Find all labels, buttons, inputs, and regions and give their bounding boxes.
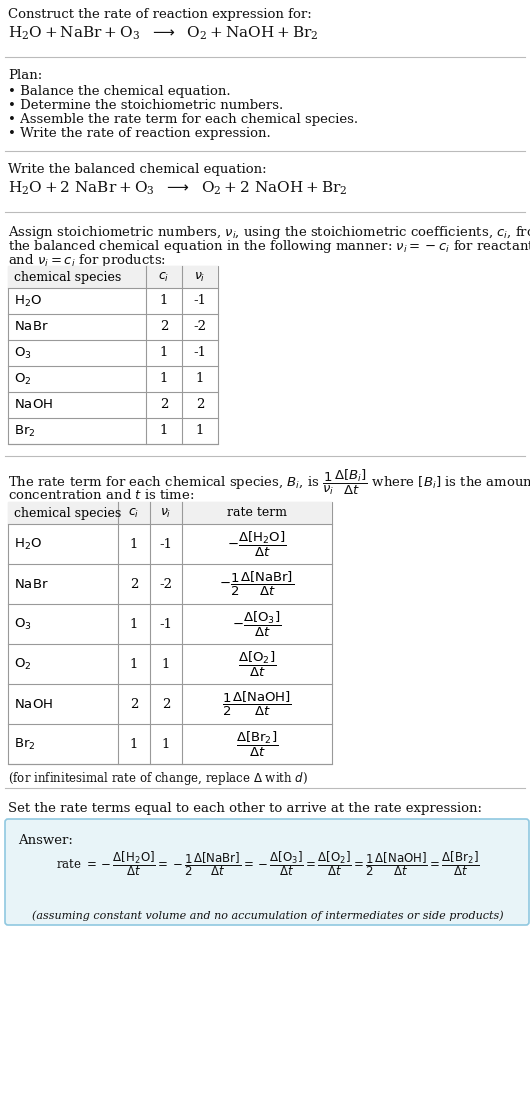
Text: $\mathrm{O_3}$: $\mathrm{O_3}$ xyxy=(14,616,32,632)
Text: 1: 1 xyxy=(162,737,170,751)
Text: (assuming constant volume and no accumulation of intermediates or side products): (assuming constant volume and no accumul… xyxy=(32,910,504,921)
Text: $\mathrm{Br_2}$: $\mathrm{Br_2}$ xyxy=(14,736,36,752)
Text: 1: 1 xyxy=(130,537,138,550)
Text: $\mathrm{NaBr}$: $\mathrm{NaBr}$ xyxy=(14,577,49,590)
Text: $\mathregular{H_2O + NaBr + O_3}$  $\longrightarrow$  $\mathregular{O_2 + NaOH +: $\mathregular{H_2O + NaBr + O_3}$ $\long… xyxy=(8,24,319,42)
Text: $\mathrm{NaOH}$: $\mathrm{NaOH}$ xyxy=(14,398,53,411)
Text: $c_i$: $c_i$ xyxy=(158,270,170,284)
Text: rate term: rate term xyxy=(227,506,287,519)
Text: Construct the rate of reaction expression for:: Construct the rate of reaction expressio… xyxy=(8,8,312,21)
Text: 2: 2 xyxy=(130,577,138,590)
Bar xyxy=(8,266,218,444)
Text: $\mathrm{O_2}$: $\mathrm{O_2}$ xyxy=(14,656,31,672)
Text: 2: 2 xyxy=(196,398,204,411)
Text: 1: 1 xyxy=(196,373,204,386)
Text: • Write the rate of reaction expression.: • Write the rate of reaction expression. xyxy=(8,127,271,140)
Text: Plan:: Plan: xyxy=(8,69,42,82)
Bar xyxy=(8,502,332,764)
Text: (for infinitesimal rate of change, replace $\Delta$ with $d$): (for infinitesimal rate of change, repla… xyxy=(8,770,308,787)
Text: 1: 1 xyxy=(160,295,168,308)
Text: $\dfrac{1}{2}\dfrac{\Delta[\mathrm{NaOH}]}{\Delta t}$: $\dfrac{1}{2}\dfrac{\Delta[\mathrm{NaOH}… xyxy=(222,689,292,718)
Text: • Balance the chemical equation.: • Balance the chemical equation. xyxy=(8,85,231,98)
Text: Set the rate terms equal to each other to arrive at the rate expression:: Set the rate terms equal to each other t… xyxy=(8,802,482,815)
Text: 1: 1 xyxy=(162,657,170,671)
Text: -2: -2 xyxy=(193,320,207,334)
Text: $\mathrm{NaBr}$: $\mathrm{NaBr}$ xyxy=(14,320,49,334)
Text: the balanced chemical equation in the following manner: $\nu_i = -c_i$ for react: the balanced chemical equation in the fo… xyxy=(8,238,530,255)
Text: $-\dfrac{\Delta[\mathrm{O_3}]}{\Delta t}$: $-\dfrac{\Delta[\mathrm{O_3}]}{\Delta t}… xyxy=(232,609,281,638)
Text: 1: 1 xyxy=(130,657,138,671)
Text: rate $= -\dfrac{\Delta[\mathrm{H_2O}]}{\Delta t}= -\dfrac{1}{2}\dfrac{\Delta[\ma: rate $= -\dfrac{\Delta[\mathrm{H_2O}]}{\… xyxy=(56,850,480,878)
Text: concentration and $t$ is time:: concentration and $t$ is time: xyxy=(8,488,195,502)
Text: $\mathrm{H_2O}$: $\mathrm{H_2O}$ xyxy=(14,536,42,552)
Text: Assign stoichiometric numbers, $\nu_i$, using the stoichiometric coefficients, $: Assign stoichiometric numbers, $\nu_i$, … xyxy=(8,224,530,241)
Text: $\dfrac{\Delta[\mathrm{O_2}]}{\Delta t}$: $\dfrac{\Delta[\mathrm{O_2}]}{\Delta t}$ xyxy=(238,649,276,678)
Text: • Determine the stoichiometric numbers.: • Determine the stoichiometric numbers. xyxy=(8,99,283,112)
Text: $\mathrm{NaOH}$: $\mathrm{NaOH}$ xyxy=(14,697,53,711)
Bar xyxy=(8,266,218,288)
Text: 1: 1 xyxy=(130,617,138,631)
Text: -1: -1 xyxy=(160,617,172,631)
Text: chemical species: chemical species xyxy=(14,506,121,519)
Text: $\nu_i$: $\nu_i$ xyxy=(195,270,206,284)
Text: $\mathregular{H_2O + 2\ NaBr + O_3}$  $\longrightarrow$  $\mathregular{O_2 + 2\ : $\mathregular{H_2O + 2\ NaBr + O_3}$ $\l… xyxy=(8,180,348,198)
Text: $\mathrm{H_2O}$: $\mathrm{H_2O}$ xyxy=(14,294,42,308)
Text: 1: 1 xyxy=(160,347,168,359)
Text: $\mathrm{O_3}$: $\mathrm{O_3}$ xyxy=(14,346,32,360)
Text: and $\nu_i = c_i$ for products:: and $\nu_i = c_i$ for products: xyxy=(8,252,166,269)
Text: $\nu_i$: $\nu_i$ xyxy=(160,506,172,519)
Text: $-\dfrac{\Delta[\mathrm{H_2O}]}{\Delta t}$: $-\dfrac{\Delta[\mathrm{H_2O}]}{\Delta t… xyxy=(227,529,287,558)
Text: 1: 1 xyxy=(160,373,168,386)
Text: $\mathrm{O_2}$: $\mathrm{O_2}$ xyxy=(14,371,31,387)
Text: 1: 1 xyxy=(160,425,168,437)
Text: -1: -1 xyxy=(193,347,207,359)
Text: Answer:: Answer: xyxy=(18,834,73,847)
Text: $\dfrac{\Delta[\mathrm{Br_2}]}{\Delta t}$: $\dfrac{\Delta[\mathrm{Br_2}]}{\Delta t}… xyxy=(236,729,278,758)
Text: 2: 2 xyxy=(160,320,168,334)
FancyBboxPatch shape xyxy=(5,820,529,925)
Text: $\mathrm{Br_2}$: $\mathrm{Br_2}$ xyxy=(14,424,36,438)
Text: -1: -1 xyxy=(160,537,172,550)
Text: 2: 2 xyxy=(130,697,138,711)
Text: -1: -1 xyxy=(193,295,207,308)
Text: The rate term for each chemical species, $B_i$, is $\dfrac{1}{\nu_i}\dfrac{\Delt: The rate term for each chemical species,… xyxy=(8,468,530,497)
Text: -2: -2 xyxy=(160,577,172,590)
Text: • Assemble the rate term for each chemical species.: • Assemble the rate term for each chemic… xyxy=(8,113,358,126)
Text: 2: 2 xyxy=(162,697,170,711)
Text: $-\dfrac{1}{2}\dfrac{\Delta[\mathrm{NaBr}]}{\Delta t}$: $-\dfrac{1}{2}\dfrac{\Delta[\mathrm{NaBr… xyxy=(219,570,295,598)
Text: 1: 1 xyxy=(130,737,138,751)
Text: 2: 2 xyxy=(160,398,168,411)
Bar xyxy=(8,502,332,524)
Text: 1: 1 xyxy=(196,425,204,437)
Text: Write the balanced chemical equation:: Write the balanced chemical equation: xyxy=(8,163,267,176)
Text: $c_i$: $c_i$ xyxy=(128,506,139,519)
Text: chemical species: chemical species xyxy=(14,270,121,284)
